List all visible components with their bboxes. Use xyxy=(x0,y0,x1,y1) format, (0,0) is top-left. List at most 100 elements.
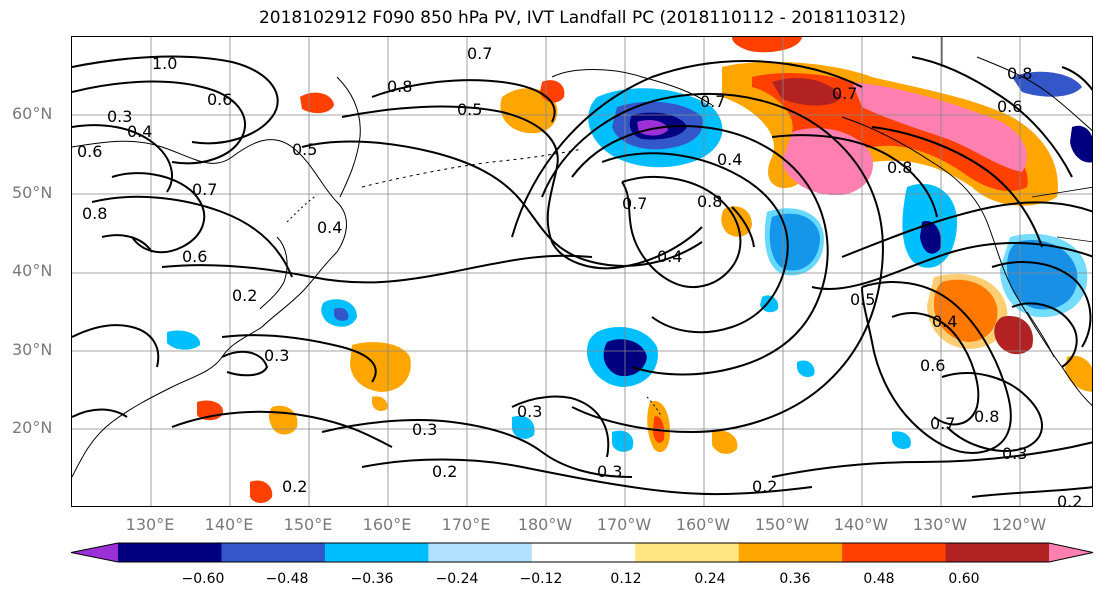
colorbar-segment xyxy=(118,543,222,562)
colorbar-tick-label: 0.12 xyxy=(610,571,642,587)
lon-label: 160°W xyxy=(675,515,731,534)
contour-line xyxy=(841,201,1092,258)
contour-line xyxy=(221,350,269,377)
lon-label: 140°E xyxy=(204,515,254,534)
contour-line xyxy=(971,486,1092,498)
contour-line xyxy=(72,80,247,165)
anomaly-positive-south2 xyxy=(712,430,738,454)
lon-label: 130°W xyxy=(912,515,968,534)
anomaly-positive-alaska-dark xyxy=(772,77,842,106)
contour-line xyxy=(541,92,884,434)
contour-label: 0.2 xyxy=(282,477,307,496)
lon-label: 180°W xyxy=(517,515,573,534)
lat-label: 60°N xyxy=(12,104,53,123)
contour-line xyxy=(72,124,173,193)
colorbar-tick-label: −0.24 xyxy=(435,571,479,587)
contour-label-group: 1.0 0.7 0.8 0.6 0.3 0.4 0.5 0.6 0.8 0.7 … xyxy=(77,44,1082,507)
colorbar-tick-label: 0.24 xyxy=(694,571,726,587)
contour-label: 0.4 xyxy=(317,218,342,237)
anomaly-negative-east-inner xyxy=(920,221,941,254)
contour-label: 0.8 xyxy=(697,192,722,211)
contour-line xyxy=(811,241,1092,290)
coastline-baja xyxy=(1026,311,1055,358)
contour-line xyxy=(91,195,293,278)
anomaly-negative-sakhalin xyxy=(167,330,201,350)
lat-label: 50°N xyxy=(12,183,53,202)
contour-label: 0.2 xyxy=(232,286,257,305)
contour-line xyxy=(321,419,633,478)
anomaly-negative-hi xyxy=(797,360,815,378)
contour-label: 0.5 xyxy=(850,290,875,309)
contour-label: 0.6 xyxy=(207,90,232,109)
contour-label: 1.0 xyxy=(152,54,177,73)
contour-label: 0.6 xyxy=(77,142,102,161)
contour-line xyxy=(941,372,1043,452)
anomaly-negative-se xyxy=(892,431,911,450)
colorbar-tick-label: −0.12 xyxy=(519,571,563,587)
map-panel: 1.0 0.7 0.8 0.6 0.3 0.4 0.5 0.6 0.8 0.7 … xyxy=(71,36,1093,507)
contour-label: 0.2 xyxy=(1057,492,1082,507)
colorbar-extend-max xyxy=(1049,543,1093,562)
coastline-hawaii xyxy=(646,396,663,418)
contour-label: 0.4 xyxy=(717,150,742,169)
colorbar-tick-label: −0.36 xyxy=(350,571,394,587)
colorbar-tick-label: 0.36 xyxy=(779,571,811,587)
colorbar-segment xyxy=(531,543,636,562)
anomaly-positive-south xyxy=(250,480,273,503)
contour-label: 0.3 xyxy=(517,402,542,421)
contour-line xyxy=(511,60,863,238)
anomaly-positive-small xyxy=(372,396,388,412)
coastline-asia xyxy=(72,139,347,478)
map-title: 2018102912 F090 850 hPa PV, IVT Landfall… xyxy=(258,8,906,28)
coastline-aleutians xyxy=(361,148,583,188)
anomaly-negative-nw xyxy=(1012,71,1082,97)
colorbar-tick-label: −0.48 xyxy=(265,571,309,587)
contour-label: 0.8 xyxy=(887,158,912,177)
colorbar-segment xyxy=(738,543,843,562)
anomaly-negative-rockies-outer xyxy=(1000,233,1088,318)
lon-label: 150°W xyxy=(754,515,810,534)
anomaly-negative-gulf-peak xyxy=(637,119,668,136)
contour-label: 0.5 xyxy=(457,100,482,119)
anomaly-positive-nw-pac xyxy=(350,342,411,392)
contour-label: 0.6 xyxy=(920,356,945,375)
contour-line xyxy=(601,152,789,334)
contour-line xyxy=(171,410,393,448)
contour-label: 0.2 xyxy=(432,462,457,481)
coastline-japan xyxy=(259,236,288,310)
contour-line xyxy=(871,126,1043,248)
contour-label: 0.8 xyxy=(974,407,999,426)
contour-label: 0.7 xyxy=(622,194,647,213)
contour-label: 0.2 xyxy=(752,477,777,496)
colorbar-tick-label: −0.60 xyxy=(181,571,225,587)
contour-label: 0.4 xyxy=(657,247,682,266)
contour-line xyxy=(221,334,377,383)
contour-line xyxy=(771,134,938,218)
anomaly-positive-guam xyxy=(269,405,298,435)
lon-label: 160°E xyxy=(362,515,412,534)
lat-label: 30°N xyxy=(12,340,53,359)
coastline-kamchatka xyxy=(336,76,361,198)
colorbar-segment xyxy=(945,543,1050,562)
contour-line xyxy=(911,56,1073,178)
contour-label: 0.3 xyxy=(1002,444,1027,463)
colorbar-tick-label: 0.48 xyxy=(863,571,895,587)
lon-label: 130°E xyxy=(125,515,175,534)
contour-label: 0.8 xyxy=(1007,64,1032,83)
contour-line xyxy=(111,172,206,254)
coastline-borders xyxy=(941,37,1092,243)
coastline-kuril xyxy=(286,194,318,223)
contour-label: 0.7 xyxy=(930,414,955,433)
contour-label: 0.3 xyxy=(412,420,437,439)
lon-label: 170°E xyxy=(441,515,491,534)
colorbar-segment xyxy=(428,543,533,562)
anomaly-positive-alaska-core xyxy=(852,82,1027,172)
lon-label: 170°W xyxy=(596,515,652,534)
contour-line xyxy=(361,458,813,496)
anomaly-positive-mexico xyxy=(994,316,1033,355)
anomaly-positive-baja xyxy=(1065,355,1092,392)
contour-line xyxy=(161,254,593,284)
anomaly-positive-coast xyxy=(782,128,873,196)
contour-line xyxy=(72,324,160,368)
contour-line xyxy=(771,441,1092,478)
